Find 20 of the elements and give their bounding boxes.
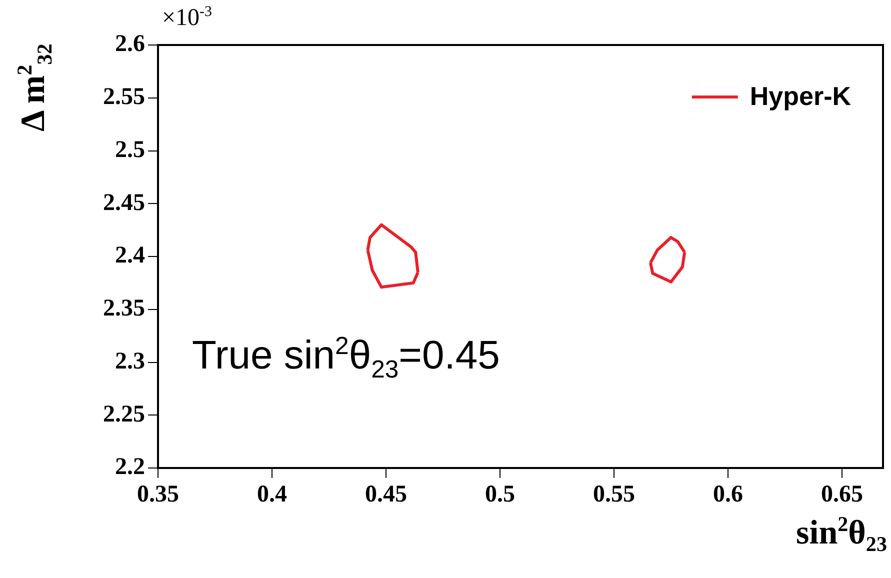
y-tick-label: 2.35 [103,296,145,322]
legend-label: Hyper-K [750,81,852,112]
y-tick-label: 2.4 [115,242,145,269]
y-tick-label: 2.2 [115,454,145,480]
x-tick-label: 0.6 [712,482,743,508]
x-tick-label: 0.5 [484,482,515,508]
x-tick-label: 0.35 [137,482,179,508]
x-tick-label: 0.45 [364,482,407,508]
y-tick-label: 2.5 [115,136,145,163]
x-axis-title: sin$^{2}$θ$_{23}$ [796,512,887,558]
x-tick-label: 0.4 [256,482,287,508]
annotation: True sin$^{2}$θ$_{23}$=0.45 [192,333,500,384]
y-tick-label: 2.55 [103,84,145,110]
x-tick-label: 0.65 [820,482,863,508]
y-tick-label: 2.3 [115,348,145,374]
y-tick-label: 2.6 [115,31,145,58]
y-tick-label: 2.25 [103,401,145,428]
x-tick-label: 0.55 [592,482,635,508]
y-tick-label: 2.45 [103,190,145,216]
text: ×10$^{-3}$ [162,4,212,32]
